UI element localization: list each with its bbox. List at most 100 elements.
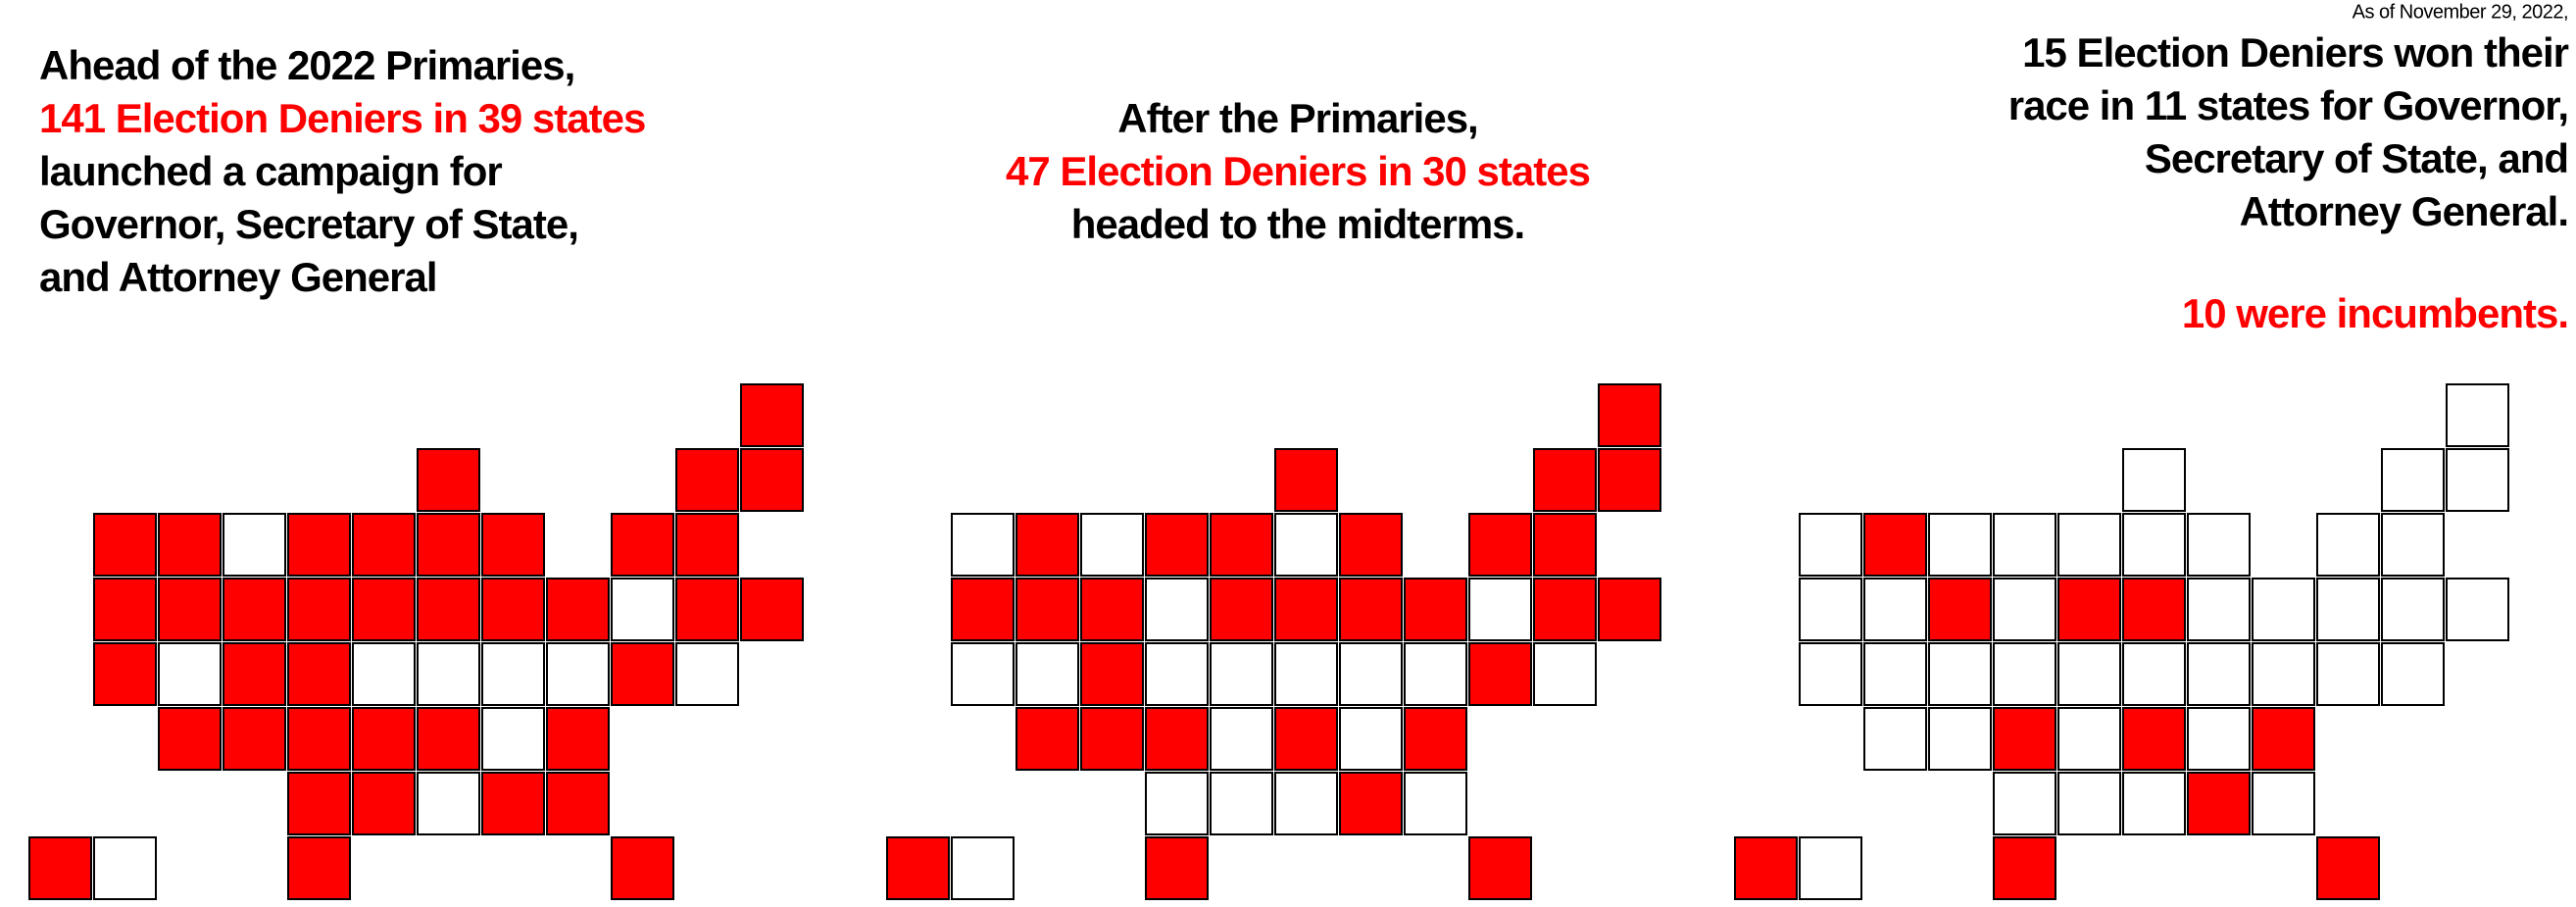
state: [2252, 772, 2315, 835]
state: [1928, 642, 1992, 706]
state: [675, 448, 739, 512]
state: [611, 836, 674, 900]
state: [951, 642, 1015, 706]
state: [158, 578, 222, 641]
state: [1274, 513, 1338, 577]
state: [1468, 578, 1532, 641]
state: [2187, 642, 2251, 706]
state: [2057, 513, 2121, 577]
state: [1533, 513, 1597, 577]
heading-line: launched a campaign for: [39, 148, 502, 194]
state: [1863, 513, 1927, 577]
state: [1863, 578, 1927, 641]
state: [1404, 707, 1467, 771]
state: [1016, 642, 1079, 706]
state: [2122, 772, 2186, 835]
state: [223, 707, 286, 771]
state: [611, 642, 674, 706]
state: [417, 642, 480, 706]
heading-line: Attorney General.: [2240, 188, 2568, 234]
state: [1339, 513, 1403, 577]
state: [287, 772, 351, 835]
state: [1274, 707, 1338, 771]
state: [2316, 642, 2380, 706]
state: [2122, 707, 2186, 771]
state: [1339, 642, 1403, 706]
state: [1210, 772, 1273, 835]
state: [2122, 513, 2186, 577]
state: [93, 578, 157, 641]
state: [2316, 578, 2380, 641]
state: [2316, 513, 2380, 577]
state: [1210, 707, 1273, 771]
state: [1274, 578, 1338, 641]
state: [1799, 513, 1862, 577]
state: [481, 642, 545, 706]
state: [1533, 448, 1597, 512]
state: [546, 707, 610, 771]
state: [1928, 578, 1992, 641]
heading-line: After the Primaries,: [1117, 95, 1477, 141]
state: [2252, 642, 2315, 706]
state: [2381, 578, 2445, 641]
state: [1468, 836, 1532, 900]
state: [352, 578, 416, 641]
state: [546, 642, 610, 706]
heading-footer: 10 were incumbents.: [2182, 290, 2568, 336]
heading-line: 47 Election Deniers in 30 states: [1006, 148, 1590, 194]
state: [2252, 578, 2315, 641]
state: [1145, 836, 1209, 900]
state: [1404, 642, 1467, 706]
state: [1799, 578, 1862, 641]
heading-line: 15 Election Deniers won their: [2022, 29, 2568, 76]
state: [481, 578, 545, 641]
state: [1928, 707, 1992, 771]
heading-line: Governor, Secretary of State,: [39, 201, 578, 247]
state: [1145, 513, 1209, 577]
state: [1468, 642, 1532, 706]
state: [287, 836, 351, 900]
heading-line: Secretary of State, and: [2145, 135, 2568, 181]
state: [352, 772, 416, 835]
state: [1145, 707, 1209, 771]
state: [675, 642, 739, 706]
us-map: [1734, 383, 2509, 900]
heading-line: and Attorney General: [39, 254, 437, 300]
state: [2187, 513, 2251, 577]
state: [740, 383, 804, 447]
state: [1598, 383, 1661, 447]
state: [1016, 578, 1079, 641]
state: [352, 513, 416, 577]
state: [740, 578, 804, 641]
state: [223, 642, 286, 706]
state: [352, 642, 416, 706]
state: [2381, 642, 2445, 706]
state: [2057, 772, 2121, 835]
state: [417, 772, 480, 835]
state: [93, 642, 157, 706]
state: [2187, 707, 2251, 771]
state: [481, 513, 545, 577]
state: [2252, 707, 2315, 771]
state: [1799, 642, 1862, 706]
state: [546, 772, 610, 835]
state: [1993, 642, 2056, 706]
state: [1080, 642, 1144, 706]
state: [951, 578, 1015, 641]
state: [1016, 707, 1079, 771]
state: [1533, 578, 1597, 641]
state: [1339, 578, 1403, 641]
state: [417, 448, 480, 512]
state: [1016, 513, 1079, 577]
heading-line: 141 Election Deniers in 39 states: [39, 95, 645, 141]
state: [1080, 578, 1144, 641]
state: [675, 578, 739, 641]
state: [2381, 513, 2445, 577]
state: [2057, 642, 2121, 706]
state: [2122, 578, 2186, 641]
heading-line: Ahead of the 2022 Primaries,: [39, 42, 574, 88]
state: [1993, 513, 2056, 577]
state: [1339, 772, 1403, 835]
state: [2187, 578, 2251, 641]
state: [2381, 448, 2445, 512]
